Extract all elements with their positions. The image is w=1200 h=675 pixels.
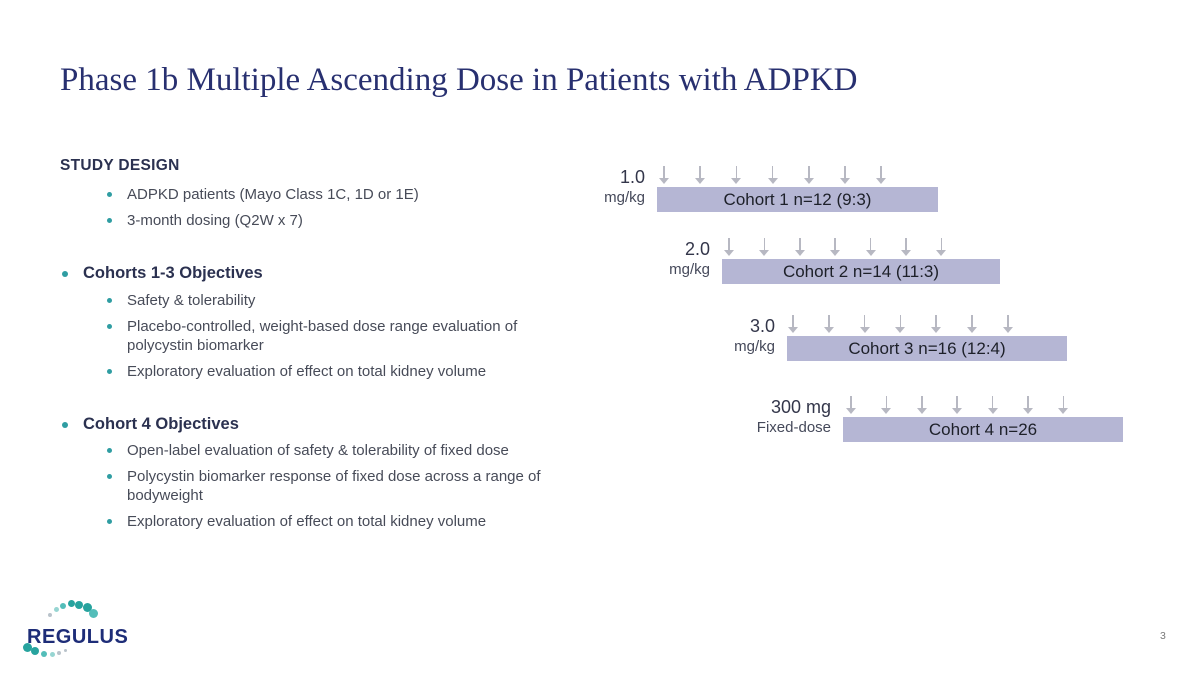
dose-arrow-icon	[724, 238, 734, 257]
page-number: 3	[1160, 630, 1166, 642]
bullet-text: Polycystin biomarker response of fixed d…	[127, 467, 541, 505]
dose-arrow-icon	[840, 166, 850, 185]
cohort-4-objectives-heading: Cohort 4 Objectives	[60, 414, 239, 435]
list-item: Safety & tolerability	[107, 291, 555, 311]
bullet-icon	[107, 368, 112, 374]
cohorts-1-3-bullet-list: Safety & tolerability Placebo-controlled,…	[107, 291, 555, 387]
cohorts-1-3-objectives-heading: Cohorts 1-3 Objectives	[60, 263, 263, 284]
cohort-4-bullet-list: Open-label evaluation of safety & tolera…	[107, 441, 555, 537]
dose-arrow-icon	[859, 315, 870, 334]
list-item: Open-label evaluation of safety & tolera…	[107, 441, 555, 461]
dose-arrow-icon	[823, 315, 834, 334]
bullet-text: Open-label evaluation of safety & tolera…	[127, 442, 509, 459]
dose-arrow-icon	[830, 238, 841, 257]
bullet-text: 3-month dosing (Q2W x 7)	[127, 211, 303, 229]
list-item: ADPKD patients (Mayo Class 1C, 1D or 1E)	[107, 185, 419, 205]
list-item: 3-month dosing (Q2W x 7)	[107, 211, 419, 231]
bullet-icon	[107, 473, 112, 479]
dose-amount: 300 mg	[770, 397, 831, 417]
dose-arrow-icon	[794, 238, 805, 257]
logo-dot-icon	[63, 649, 67, 652]
dose-arrow-icon	[767, 166, 778, 185]
dose-arrow-icon	[901, 238, 911, 257]
study-design-bullet-list: ADPKD patients (Mayo Class 1C, 1D or 1E)…	[107, 185, 419, 236]
slide-title: Phase 1b Multiple Ascending Dose in Pati…	[60, 62, 858, 98]
bullet-icon	[107, 192, 112, 197]
cohort-bar: Cohort 3 n=16 (12:4)	[787, 336, 1067, 361]
dose-label: 2.0 mg/kg	[669, 239, 710, 279]
bullet-icon	[107, 448, 112, 453]
list-item: Polycystin biomarker response of fixed d…	[107, 467, 555, 506]
dose-arrow-icon	[759, 238, 770, 257]
dose-amount: 2.0	[684, 239, 710, 259]
dose-arrow-icon	[846, 396, 856, 415]
dose-unit: mg/kg	[734, 338, 775, 355]
logo-dot-icon	[48, 613, 52, 617]
dose-arrow-icon	[865, 238, 876, 257]
dose-arrow-icon	[1002, 315, 1013, 334]
logo-dot-icon	[82, 603, 92, 612]
dose-arrow-icon	[881, 396, 892, 415]
bullet-text: Safety & tolerability	[127, 292, 256, 309]
dose-arrow-icon	[1023, 396, 1033, 415]
dose-arrow-icon	[659, 166, 669, 185]
dose-arrow-icon	[936, 238, 947, 257]
logo-dot-icon	[60, 602, 66, 609]
logo-dot-icon	[67, 600, 75, 607]
dose-arrow-icon	[1058, 396, 1069, 415]
bullet-text: Exploratory evaluation of effect on tota…	[127, 362, 487, 380]
logo-dot-icon	[53, 607, 59, 612]
bullet-text: Exploratory evaluation of effect on tota…	[127, 512, 487, 530]
dose-amount: 1.0	[619, 167, 645, 187]
bullet-icon	[62, 271, 68, 277]
cohort-bar: Cohort 2 n=14 (11:3)	[722, 259, 1000, 284]
logo-dot-icon	[41, 651, 47, 657]
dose-unit: Fixed-dose	[756, 419, 831, 436]
dose-arrow-icon	[731, 166, 742, 185]
dose-arrow-icon	[987, 396, 998, 415]
list-item: Exploratory evaluation of effect on tota…	[107, 362, 555, 382]
list-item: Placebo-controlled, weight-based dose ra…	[107, 317, 555, 356]
logo-dot-icon	[75, 600, 83, 609]
dose-arrow-icon	[895, 315, 906, 334]
bullet-icon	[62, 422, 68, 428]
dose-amount: 3.0	[749, 316, 775, 336]
bullet-text: Placebo-controlled, weight-based dose ra…	[127, 317, 518, 355]
dose-arrow-icon	[876, 166, 887, 185]
dose-unit: mg/kg	[604, 189, 645, 206]
cohort-bar: Cohort 1 n=12 (9:3)	[657, 187, 938, 212]
regulus-logo: REGULUS	[18, 598, 128, 660]
dose-label: 300 mg Fixed-dose	[757, 397, 831, 437]
bullet-icon	[107, 298, 112, 303]
dose-arrow-icon	[803, 166, 814, 185]
dose-arrow-icon	[695, 166, 706, 185]
dose-label: 1.0 mg/kg	[604, 167, 645, 207]
dose-arrow-icon	[916, 396, 927, 415]
logo-dot-icon	[31, 647, 39, 655]
dose-unit: mg/kg	[669, 261, 710, 278]
logo-dot-icon	[22, 642, 32, 652]
cohort-bar: Cohort 4 n=26	[843, 417, 1123, 442]
bullet-icon	[107, 518, 112, 524]
dose-arrow-icon	[788, 315, 798, 334]
logo-dot-icon	[49, 652, 55, 657]
dose-label: 3.0 mg/kg	[734, 316, 775, 356]
dose-arrow-icon	[967, 315, 977, 334]
heading-text: Cohorts 1-3 Objectives	[83, 264, 263, 282]
list-item: Exploratory evaluation of effect on tota…	[107, 512, 555, 532]
dose-arrow-icon	[931, 315, 942, 334]
logo-dot-icon	[88, 609, 98, 618]
logo-dot-icon	[57, 651, 61, 655]
study-design-heading: STUDY DESIGN	[60, 157, 180, 174]
bullet-text: ADPKD patients (Mayo Class 1C, 1D or 1E)	[127, 186, 419, 203]
heading-text: Cohort 4 Objectives	[83, 415, 239, 433]
dose-arrow-icon	[952, 396, 963, 415]
bullet-icon	[107, 217, 112, 223]
regulus-wordmark: REGULUS	[27, 626, 129, 648]
bullet-icon	[107, 323, 112, 329]
